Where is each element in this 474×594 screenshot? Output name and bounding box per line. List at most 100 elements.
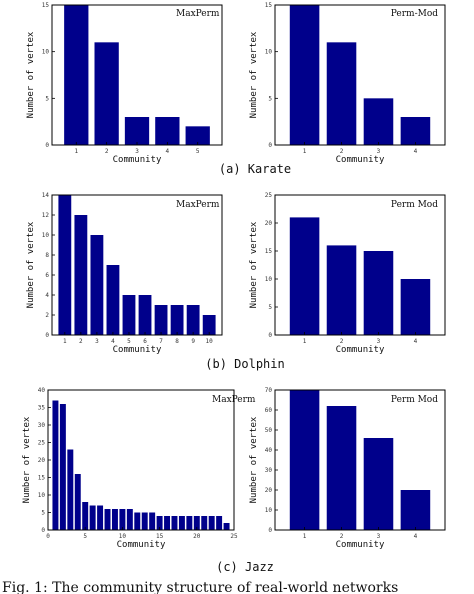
karate-maxperm-xtick-label: 2 [105,148,109,155]
dolphin-maxperm-ylabel: Number of vertex [26,221,36,308]
caption-karate: (a) Karate [219,162,291,176]
jazz-maxperm-xtick-label: 0 [46,533,50,540]
dolphin-maxperm-xtick-label: 3 [95,338,99,345]
dolphin-permmod-xlabel: Community [336,345,385,355]
dolphin-permmod-xtick-label: 2 [340,338,344,345]
jazz-maxperm-xtick-label: 10 [119,533,127,540]
dolphin-maxperm-bar [122,295,136,335]
karate-permmod-xlabel: Community [336,155,385,165]
dolphin-maxperm-bar [170,305,184,335]
dolphin-permmod-ytick-label: 0 [268,332,272,339]
dolphin-maxperm-xtick-label: 1 [63,338,67,345]
caption-jazz: (c) Jazz [216,560,274,574]
jazz-maxperm-xtick-label: 20 [193,533,201,540]
figure-caption: Fig. 1: The community structure of real-… [2,580,398,594]
jazz-permmod-legend: Perm Mod [391,395,438,405]
dolphin-maxperm-xtick-label: 8 [175,338,179,345]
jazz-maxperm-bar [104,509,111,530]
dolphin-maxperm-ytick-label: 12 [42,212,50,219]
jazz-permmod-bar [363,438,394,530]
dolphin-maxperm-bar [186,305,200,335]
jazz-permmod-ytick-label: 70 [265,387,273,394]
jazz-permmod-ytick-label: 0 [268,527,272,534]
jazz-maxperm-bar [149,512,156,530]
dolphin-permmod-ylabel: Number of vertex [249,221,259,308]
jazz-maxperm-bar [141,512,148,530]
jazz-maxperm-bar [97,505,104,530]
karate-maxperm-xtick-label: 5 [196,148,200,155]
jazz-maxperm-axes-frame [47,389,235,531]
karate-permmod-xtick-label: 4 [414,148,418,155]
jazz-maxperm-bar [111,509,118,530]
karate-permmod-legend: Perm-Mod [391,9,438,19]
jazz-permmod-xtick-label: 3 [377,533,381,540]
jazz-permmod-bar [289,390,320,530]
karate-maxperm-xtick-label: 3 [135,148,139,155]
jazz-maxperm-ytick-label: 20 [38,457,46,464]
jazz-maxperm-ytick-label: 10 [38,492,46,499]
dolphin-maxperm-bar [90,235,104,335]
dolphin-permmod-xtick-label: 3 [377,338,381,345]
jazz-maxperm-ytick-label: 15 [38,475,46,482]
karate-permmod-xtick-label: 3 [377,148,381,155]
dolphin-maxperm-ytick-label: 6 [45,272,49,279]
dolphin-maxperm-legend: MaxPerm [176,200,220,210]
karate-maxperm-bar [155,117,180,145]
dolphin-permmod-legend: Perm Mod [391,200,438,210]
karate-permmod-ytick-label: 15 [265,2,273,9]
dolphin-maxperm-xtick-label: 7 [159,338,163,345]
dolphin-maxperm-ytick-label: 14 [42,192,50,199]
dolphin-permmod-xtick-label: 1 [303,338,307,345]
jazz-maxperm-bar [89,505,96,530]
caption-dolphin: (b) Dolphin [205,357,284,371]
dolphin-maxperm-ytick-label: 0 [45,332,49,339]
dolphin-permmod-xtick-label: 4 [414,338,418,345]
jazz-maxperm-bar [52,400,59,530]
dolphin-permmod-bar [400,279,431,335]
karate-permmod-bar [400,117,431,145]
karate-maxperm-ytick-label: 10 [42,49,50,56]
dolphin-maxperm-xtick-label: 10 [206,338,214,345]
karate-permmod-bar [326,42,357,146]
dolphin-maxperm-bar [138,295,152,335]
jazz-permmod-ytick-label: 50 [265,427,273,434]
jazz-permmod-chart: 0 10 20 30 40 50 60 70 1 2 3 4 Perm Mod Community Numb… [249,387,446,550]
jazz-permmod-xlabel: Community [336,540,385,550]
karate-maxperm-xlabel: Community [113,155,162,165]
karate-maxperm-axes-frame [51,4,223,146]
jazz-maxperm-ytick-label: 40 [38,387,46,394]
dolphin-maxperm-axes-frame [51,194,223,336]
jazz-maxperm-chart: 0 5 10 15 20 25 30 35 40 0 5 10 15 20 25 MaxPerm Communi… [22,387,256,550]
karate-maxperm-ytick-label: 5 [45,95,49,102]
jazz-maxperm-bar [59,404,66,530]
dolphin-permmod-ytick-label: 10 [265,276,273,283]
jazz-permmod-ytick-label: 20 [265,487,273,494]
dolphin-maxperm-ytick-label: 4 [45,292,49,299]
karate-maxperm-legend: MaxPerm [176,9,220,19]
jazz-maxperm-bar [126,509,133,530]
jazz-maxperm-bar [82,502,89,530]
karate-permmod-ytick-label: 5 [268,95,272,102]
jazz-maxperm-ytick-label: 35 [38,405,46,412]
dolphin-maxperm-bar [74,215,88,335]
karate-permmod-ytick-label: 10 [265,49,273,56]
jazz-maxperm-ytick-label: 25 [38,440,46,447]
jazz-permmod-bar [400,490,431,530]
jazz-maxperm-legend: MaxPerm [212,395,256,405]
dolphin-permmod-bar [289,217,320,335]
dolphin-maxperm-ytick-label: 2 [45,312,49,319]
dolphin-permmod-ytick-label: 20 [265,220,273,227]
dolphin-permmod-ytick-label: 25 [265,192,273,199]
dolphin-maxperm-xtick-label: 2 [79,338,83,345]
dolphin-permmod-bar [326,245,357,335]
jazz-permmod-ytick-label: 60 [265,407,273,414]
jazz-maxperm-bar [193,516,200,530]
jazz-maxperm-bar [201,516,208,530]
jazz-maxperm-bar [134,512,141,530]
dolphin-maxperm-xtick-label: 6 [143,338,147,345]
jazz-maxperm-ytick-label: 5 [41,510,45,517]
jazz-maxperm-bar [208,516,215,530]
jazz-maxperm-bar [156,516,163,530]
